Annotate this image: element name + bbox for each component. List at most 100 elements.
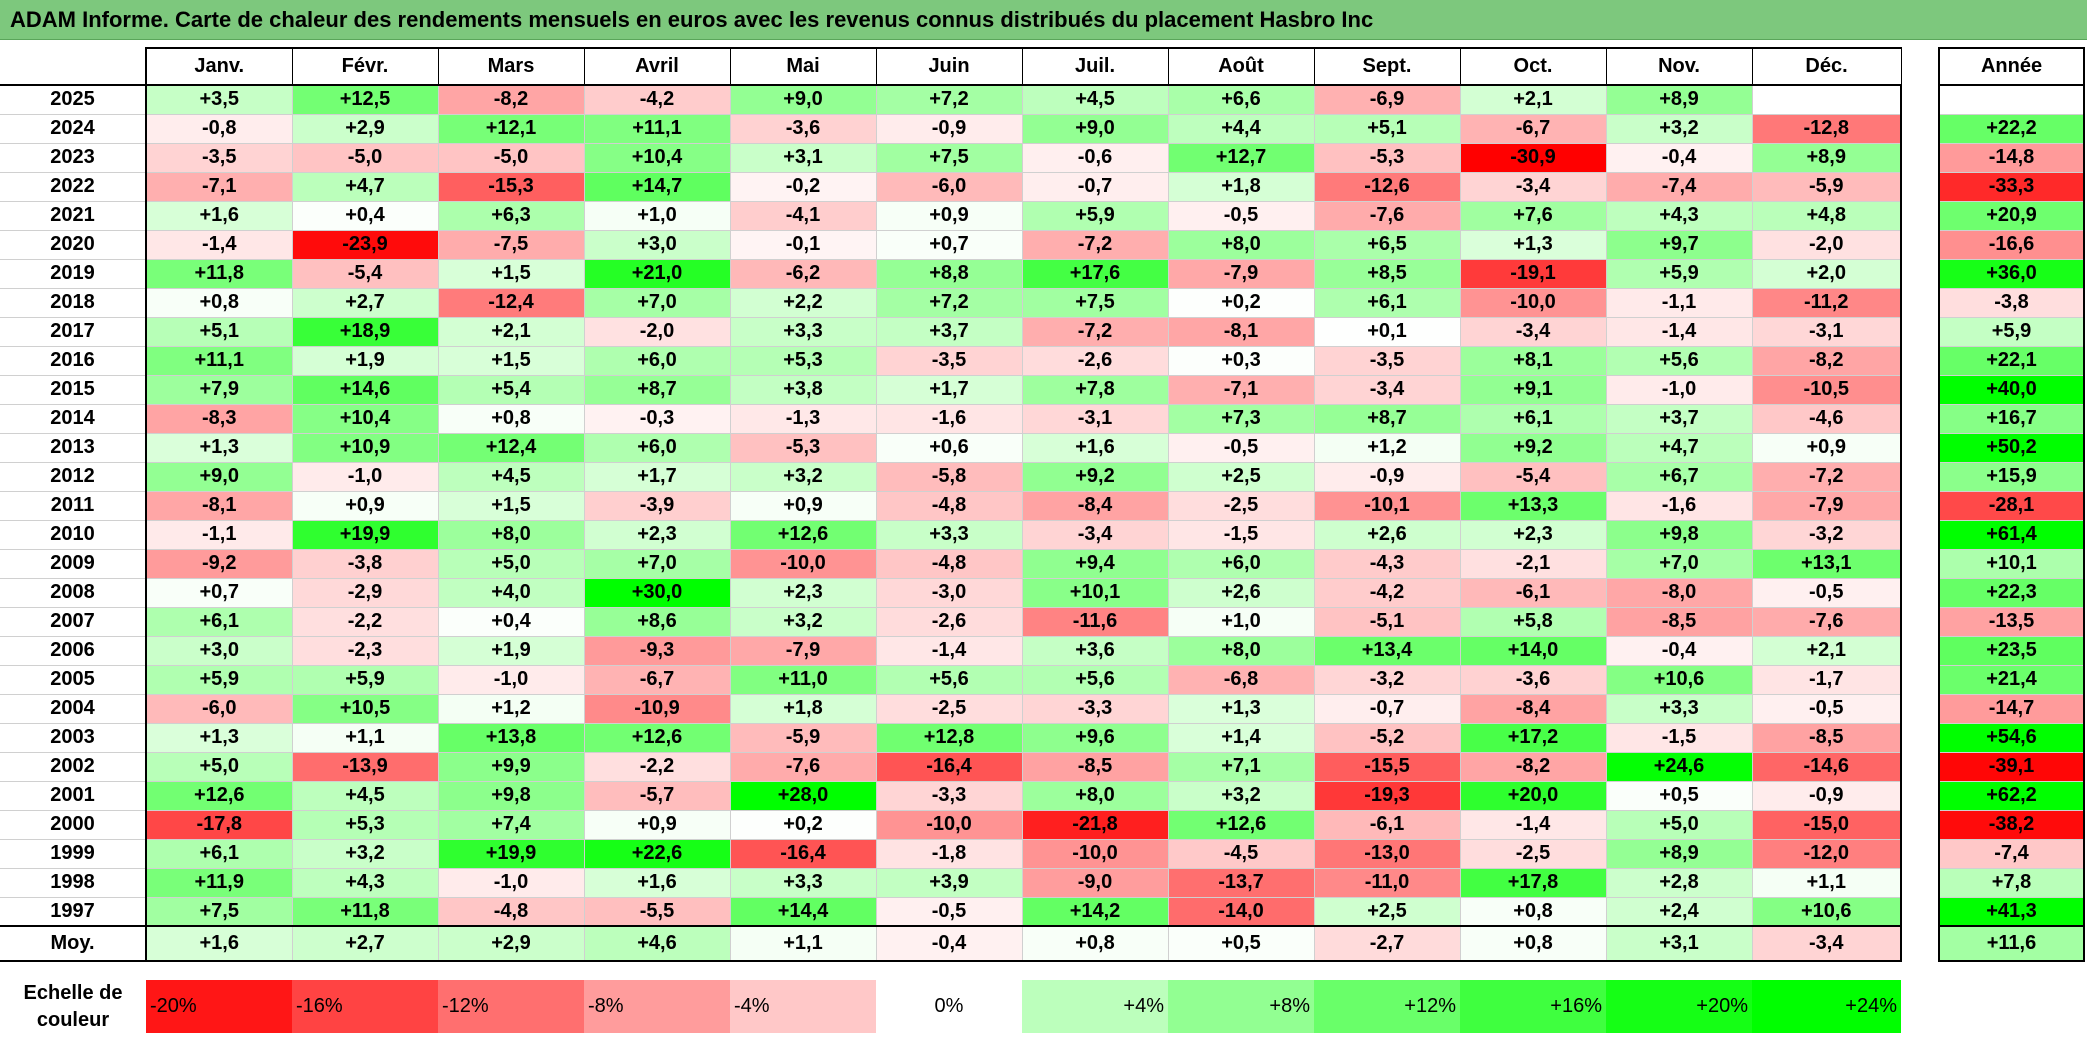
heatmap-cell: -7,9: [1168, 259, 1315, 289]
heatmap-cell: +1,2: [438, 694, 585, 724]
heatmap-cell: -15,5: [1314, 752, 1461, 782]
year-label: 2006: [0, 636, 147, 666]
heatmap-cell: -7,2: [1022, 230, 1169, 260]
month-header-row: Janv. Févr. Mars Avril Mai Juin Juil. Août Sept.…: [0, 47, 1902, 86]
year-label: 2005: [0, 665, 147, 695]
annual-row-2024: +22,2: [1938, 114, 2085, 144]
month-header-1: Janv.: [146, 47, 293, 86]
heatmap-cell: +1,6: [584, 868, 731, 898]
heatmap-cell: +1,3: [146, 433, 293, 463]
heatmap-cell: -2,0: [584, 317, 731, 347]
average-cell: -3,4: [1752, 925, 1902, 962]
year-label: 2021: [0, 201, 147, 231]
heatmap-cell: +6,1: [146, 839, 293, 869]
average-cell: +1,6: [146, 925, 293, 962]
heatmap-cell: +10,6: [1752, 897, 1902, 927]
heatmap-cell: +4,8: [1752, 201, 1902, 231]
heatmap-row-2004: 2004 -6,0 +10,5 +1,2 -10,9 +1,8 -2,5 -3,3 +1,3 -0…: [0, 694, 1902, 724]
annual-row-2003: +54,6: [1938, 723, 2085, 753]
heatmap-cell: +5,8: [1460, 607, 1607, 637]
heatmap-cell: +8,9: [1752, 143, 1902, 173]
heatmap-cell: +0,8: [1460, 897, 1607, 927]
heatmap-cell: +14,2: [1022, 897, 1169, 927]
heatmap-cell: -3,1: [1752, 317, 1902, 347]
heatmap-cell: -5,3: [730, 433, 877, 463]
heatmap-cell: +2,4: [1606, 897, 1753, 927]
heatmap-row-2008: 2008 +0,7 -2,9 +4,0 +30,0 +2,3 -3,0 +10,1 +2,6 -4…: [0, 578, 1902, 608]
heatmap-row-2003: 2003 +1,3 +1,1 +13,8 +12,6 -5,9 +12,8 +9,6 +1,4-…: [0, 723, 1902, 753]
heatmap-cell: -3,4: [1460, 172, 1607, 202]
scale-cell: +24%: [1752, 980, 1901, 1033]
heatmap-cell: +21,0: [584, 259, 731, 289]
heatmap-cell: +4,3: [292, 868, 439, 898]
heatmap-cell: +5,9: [1606, 259, 1753, 289]
heatmap-row-2017: 2017 +5,1 +18,9 +2,1 -2,0 +3,3 +3,7 -7,2 -8,1 +0,…: [0, 317, 1902, 347]
month-header-3: Mars: [438, 47, 585, 86]
heatmap-cell: -1,5: [1606, 723, 1753, 753]
heatmap-cell: -1,0: [1606, 375, 1753, 405]
heatmap-cell: -3,5: [876, 346, 1023, 376]
report-title: ADAM Informe. Carte de chaleur des rende…: [0, 0, 2087, 40]
heatmap-row-2010: 2010 -1,1 +19,9 +8,0 +2,3 +12,6 +3,3 -3,4 -1,5 +2…: [0, 520, 1902, 550]
month-header-2: Févr.: [292, 47, 439, 86]
average-cell: +0,5: [1168, 925, 1315, 962]
heatmap-cell: -5,7: [584, 781, 731, 811]
annual-cell: -7,4: [1938, 839, 2085, 869]
heatmap-cell: -12,8: [1752, 114, 1902, 144]
heatmap-cell: -3,4: [1460, 317, 1607, 347]
annual-cell: +21,4: [1938, 665, 2085, 695]
monthly-returns-heatmap: Janv. Févr. Mars Avril Mai Juin Juil. Août Sept.…: [0, 47, 1902, 962]
annual-row-2008: +22,3: [1938, 578, 2085, 608]
heatmap-cell: +2,0: [1752, 259, 1902, 289]
heatmap-cell: +7,0: [1606, 549, 1753, 579]
heatmap-cell: -3,2: [1314, 665, 1461, 695]
scale-cell: -4%: [730, 980, 876, 1033]
scale-cell: 0%: [876, 980, 1022, 1033]
month-header-12: Déc.: [1752, 47, 1902, 86]
annual-cell: -13,5: [1938, 607, 2085, 637]
heatmap-cell: +7,9: [146, 375, 293, 405]
annual-cell: -14,8: [1938, 143, 2085, 173]
heatmap-cell: -12,0: [1752, 839, 1902, 869]
color-scale-legend: Echelle de couleur -20% -16% -12% -8% -4% 0% +…: [0, 978, 1901, 1035]
year-label: 2023: [0, 143, 147, 173]
scale-cell: +20%: [1606, 980, 1752, 1033]
heatmap-cell: +1,7: [876, 375, 1023, 405]
heatmap-cell: +12,8: [876, 723, 1023, 753]
heatmap-cell: -13,7: [1168, 868, 1315, 898]
heatmap-cell: +22,6: [584, 839, 731, 869]
heatmap-cell: -1,8: [876, 839, 1023, 869]
heatmap-cell: +10,4: [292, 404, 439, 434]
heatmap-cell: -8,4: [1460, 694, 1607, 724]
year-label: 2000: [0, 810, 147, 840]
heatmap-cell: -6,8: [1168, 665, 1315, 695]
heatmap-cell: -30,9: [1460, 143, 1607, 173]
heatmap-cell: -7,6: [1752, 607, 1902, 637]
heatmap-cell: +1,5: [438, 259, 585, 289]
average-cell: +0,8: [1022, 925, 1169, 962]
heatmap-cell: +3,3: [1606, 694, 1753, 724]
heatmap-cell: -4,8: [876, 549, 1023, 579]
heatmap-cell: +0,9: [1752, 433, 1902, 463]
heatmap-cell: -16,4: [876, 752, 1023, 782]
heatmap-cell: +1,8: [1168, 172, 1315, 202]
year-label: 2019: [0, 259, 147, 289]
annual-cell: [1938, 85, 2085, 115]
heatmap-cell: -0,9: [1752, 781, 1902, 811]
heatmap-cell: +3,3: [730, 317, 877, 347]
heatmap-cell: +5,9: [1022, 201, 1169, 231]
heatmap-cell: +6,0: [584, 346, 731, 376]
heatmap-row-2000: 2000 -17,8 +5,3 +7,4 +0,9 +0,2 -10,0 -21,8 +12,6…: [0, 810, 1902, 840]
heatmap-row-2022: 2022 -7,1 +4,7 -15,3 +14,7 -0,2 -6,0 -0,7 +1,8 -1…: [0, 172, 1902, 202]
heatmap-cell: +2,5: [1314, 897, 1461, 927]
heatmap-cell: +7,2: [876, 85, 1023, 115]
annual-row-2018: -3,8: [1938, 288, 2085, 318]
heatmap-cell: +11,9: [146, 868, 293, 898]
heatmap-cell: +19,9: [438, 839, 585, 869]
heatmap-cell: -8,3: [146, 404, 293, 434]
year-label: 2009: [0, 549, 147, 579]
annual-row-2005: +21,4: [1938, 665, 2085, 695]
heatmap-cell: -1,0: [292, 462, 439, 492]
heatmap-cell: +3,8: [730, 375, 877, 405]
heatmap-cell: -8,1: [1168, 317, 1315, 347]
